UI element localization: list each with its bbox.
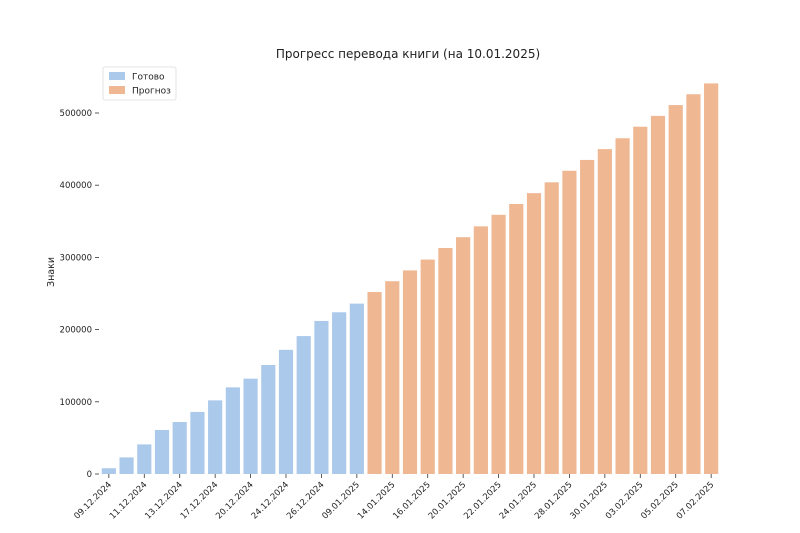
bar-done	[332, 312, 347, 474]
y-axis-label: Знаки	[46, 257, 57, 287]
bar-done	[119, 457, 134, 474]
bar-forecast	[562, 170, 577, 474]
x-axis: 09.12.202411.12.202413.12.202417.12.2024…	[72, 474, 716, 522]
legend-swatch-forecast	[109, 86, 125, 94]
bar-done	[296, 336, 311, 474]
bar-done	[190, 411, 205, 474]
bar-forecast	[438, 248, 453, 474]
bar-done	[261, 364, 276, 474]
bar-forecast	[650, 115, 666, 474]
bar-forecast	[526, 193, 542, 474]
bar-forecast	[597, 149, 612, 474]
y-tick-label: 0	[87, 470, 92, 480]
x-tick-label: 07.02.2025	[675, 480, 716, 521]
y-axis: 0 100000 200000 300000 400000 500000	[60, 109, 99, 480]
bar-forecast	[385, 281, 400, 474]
bar-done	[208, 400, 223, 474]
bar-forecast	[509, 203, 524, 475]
bar-forecast	[473, 226, 488, 474]
bar-forecast	[704, 83, 719, 474]
bar-done	[314, 320, 329, 474]
bar-done	[172, 422, 187, 474]
bar-forecast	[544, 182, 559, 474]
legend-label-forecast: Прогноз	[132, 87, 171, 97]
bar-forecast	[580, 159, 595, 474]
y-tick-label: 500000	[60, 109, 92, 119]
bar-forecast	[420, 259, 435, 474]
bar-forecast	[491, 214, 506, 474]
bar-done	[154, 429, 170, 474]
bar-forecast	[686, 94, 701, 474]
bar-done	[137, 444, 152, 474]
bar-done	[101, 468, 116, 474]
bar-done	[278, 349, 294, 474]
bar-forecast	[615, 138, 630, 474]
bar-forecast	[402, 270, 418, 474]
legend-swatch-done	[109, 72, 125, 80]
bars	[101, 83, 719, 475]
y-tick-label: 100000	[60, 398, 92, 408]
bar-done	[243, 378, 258, 474]
bar-forecast	[633, 126, 648, 474]
y-tick-label: 300000	[60, 253, 92, 263]
legend-label-done: Готово	[132, 73, 165, 83]
chart-title: Прогресс перевода книги (на 10.01.2025)	[276, 47, 540, 61]
bar-forecast	[456, 237, 471, 474]
legend: Готово Прогноз	[102, 66, 177, 101]
y-tick-label: 200000	[60, 326, 92, 336]
bar-forecast	[367, 292, 382, 474]
bar-done	[349, 303, 364, 474]
bar-forecast	[668, 105, 683, 475]
bar-done	[225, 387, 240, 474]
y-tick-label: 400000	[60, 181, 92, 191]
